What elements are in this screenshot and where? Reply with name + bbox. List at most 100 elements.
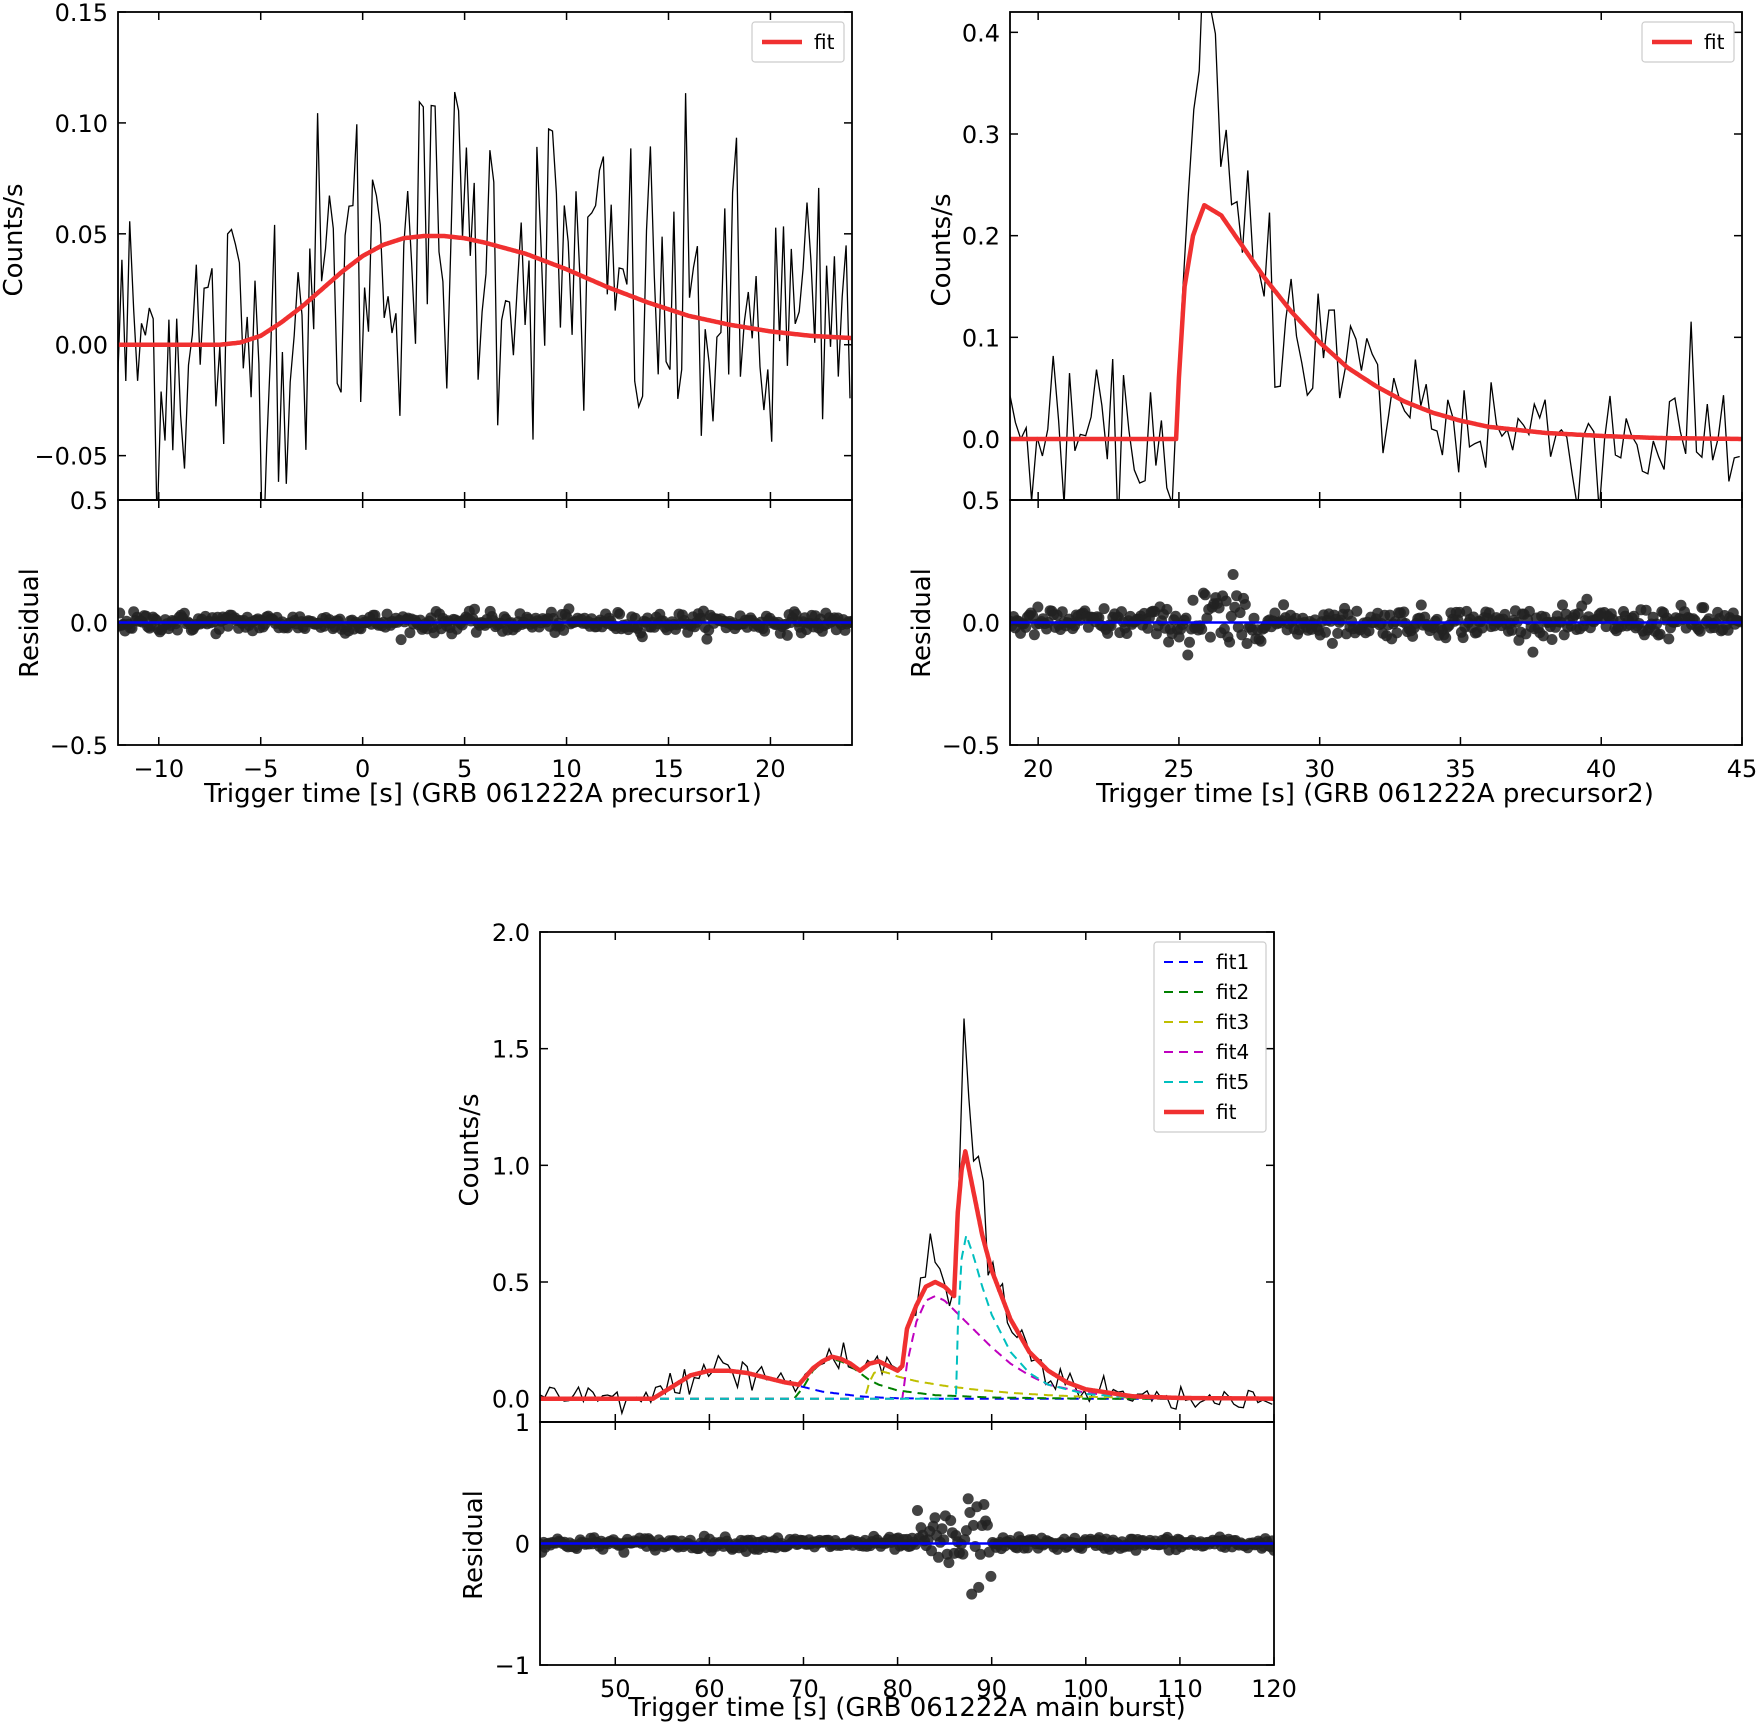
main_burst-residual-point xyxy=(929,1512,941,1524)
main_burst-bottom-xtick-label: 100 xyxy=(1063,1675,1109,1703)
precursor2-top-ytick-label: 0.1 xyxy=(962,324,1000,352)
main_burst-residual-point xyxy=(933,1551,944,1563)
main-burst-residual-axes: Residual −1 0 1 50 60 70 80 90 100 110 120 xyxy=(459,1409,1297,1703)
precursor2-residual-point xyxy=(1199,589,1211,601)
precursor1-top-ytick-label: 0.05 xyxy=(55,221,108,249)
main_burst-bottom-xtick-label: 120 xyxy=(1251,1675,1297,1703)
precursor1-bottom-xtick-label: 0 xyxy=(355,755,370,783)
precursor2-residual-point xyxy=(1506,624,1518,636)
precursor1-bottom-xtick-label: −5 xyxy=(243,755,278,783)
main_burst-top-ytick-label: 2.0 xyxy=(492,919,530,947)
precursor2-residual-point xyxy=(1407,630,1419,642)
precursor2-bottom-xtick-label: 35 xyxy=(1445,755,1476,783)
precursor1-top-ylabel: Counts/s xyxy=(0,183,29,296)
precursor2-residual-point xyxy=(1546,634,1558,645)
precursor2-residual-point xyxy=(1236,629,1248,641)
main_burst-bottom-ytick-label: 1 xyxy=(515,1409,530,1437)
precursor2-top-ytick-label: 0.4 xyxy=(962,19,1000,47)
main_burst-residual-point xyxy=(973,1581,985,1593)
main_burst-legend-label-fit: fit xyxy=(1216,1100,1237,1124)
precursor2-residual-point xyxy=(1098,603,1110,615)
precursor1-residual-point xyxy=(395,634,407,646)
precursor1-top-ytick-label: 0.00 xyxy=(55,332,108,360)
main_burst-residual-point xyxy=(936,1523,948,1535)
precursor1-bottom-ylabel: Residual xyxy=(15,568,45,678)
main_burst-top-ytick-label: 1.5 xyxy=(492,1036,530,1064)
precursor2-residual-point xyxy=(1694,625,1706,637)
precursor1-bottom-xtick-label: −10 xyxy=(133,755,184,783)
precursor2-residual-point xyxy=(1278,599,1290,611)
main_burst-legend-label-fit3: fit3 xyxy=(1216,1010,1249,1034)
precursor1-residual-axes: Residual −0.5 0.0 0.5 −10 −5 0 5 10 15 20 xyxy=(15,487,853,783)
precursor2-residual-point xyxy=(1204,631,1216,643)
main_burst-bottom-ytick-label: 0 xyxy=(515,1531,530,1559)
precursor2-top-ytick-label: 0.3 xyxy=(962,121,1000,149)
precursor2-top-ylabel: Counts/s xyxy=(927,193,957,306)
main_burst-bottom-xtick-label: 80 xyxy=(882,1675,913,1703)
precursor2-residual-point xyxy=(1224,636,1236,648)
main_burst-bottom-xtick-label: 70 xyxy=(788,1675,819,1703)
precursor1-bottom-xtick-label: 15 xyxy=(653,755,684,783)
precursor2-residual-point xyxy=(1027,610,1039,622)
precursor2-bottom-frame xyxy=(1009,499,1743,746)
precursor1-bottom-ytick-label: −0.5 xyxy=(50,732,108,760)
precursor2-residual-point xyxy=(1163,636,1175,648)
precursor2-residual-point xyxy=(1020,621,1032,633)
precursor2-residual-point xyxy=(1663,633,1675,645)
precursor2-residual-point xyxy=(1180,612,1192,624)
panel-precursor2: Counts/s 0.0 0.1 0.2 0.3 0.4 fit Residual −0.… xyxy=(907,11,1757,809)
precursor1-bottom-frame xyxy=(117,499,853,746)
main_burst-top-ytick-label: 0.5 xyxy=(492,1269,530,1297)
main_burst-residual-point xyxy=(926,1545,937,1557)
precursor2-residual-point xyxy=(1654,628,1666,640)
precursor2-residual-point xyxy=(1332,627,1344,639)
precursor2-residual-point xyxy=(1537,630,1549,642)
precursor2-residual-point xyxy=(1351,605,1363,617)
precursor1-residual-point xyxy=(614,608,626,620)
precursor2-residual-point xyxy=(1600,621,1612,633)
precursor2-residual-point xyxy=(1241,638,1253,649)
precursor1-bottom-ytick-label: 0.0 xyxy=(70,610,108,638)
precursor2-residual-point xyxy=(1557,599,1568,611)
main_burst-residual-point xyxy=(957,1548,969,1560)
precursor1-residual-point xyxy=(759,625,771,637)
precursor2-light-curve-axes: Counts/s 0.0 0.1 0.2 0.3 0.4 fit xyxy=(927,11,1743,501)
main_burst-residual-point xyxy=(966,1588,978,1600)
precursor2-residual-point xyxy=(1523,605,1535,617)
main_burst-bottom-xtick-label: 60 xyxy=(694,1675,725,1703)
main_burst-residual-point xyxy=(618,1546,630,1558)
main_burst-residual-point xyxy=(974,1548,986,1560)
precursor2-residual-point xyxy=(1320,626,1331,638)
main_burst-legend-label-fit4: fit4 xyxy=(1216,1040,1249,1064)
precursor2-residual-point xyxy=(1184,636,1195,648)
precursor2-residual-point xyxy=(1415,599,1427,611)
precursor1-light-curve-axes: Counts/s −0.05 0.00 0.05 0.10 0.15 fit xyxy=(0,0,853,501)
precursor2-residual-point xyxy=(1640,604,1652,616)
precursor2-residual-point xyxy=(1196,623,1208,635)
precursor2-residual-axes: Residual −0.5 0.0 0.5 20 25 30 35 40 45 xyxy=(907,487,1757,783)
precursor1-residual-point xyxy=(171,624,183,636)
main_burst-residual-point xyxy=(981,1519,993,1531)
main_burst-residual-point xyxy=(927,1520,939,1532)
precursor1-residual-point xyxy=(369,609,381,621)
precursor2-residual-point xyxy=(1476,622,1488,634)
main_burst-residual-point xyxy=(978,1499,990,1510)
precursor2-legend-label-fit: fit xyxy=(1704,30,1725,54)
main_burst-residual-point xyxy=(945,1515,957,1526)
precursor2-residual-point xyxy=(1225,610,1237,622)
precursor2-residual-point xyxy=(1161,603,1173,615)
main_burst-bottom-frame xyxy=(539,1421,1275,1666)
precursor2-residual-point xyxy=(1121,628,1133,639)
main_burst-legend xyxy=(1153,941,1267,1133)
precursor2-residual-point xyxy=(1213,602,1225,614)
panel-main-burst: Counts/s 0.00.51.01.52.0fit1fit2fit3fit4… xyxy=(455,919,1297,1723)
precursor1-residual-point xyxy=(701,633,713,645)
precursor2-residual-point xyxy=(1116,606,1127,618)
main_burst-top-ytick-label: 1.0 xyxy=(492,1152,530,1180)
precursor2-residual-point xyxy=(1363,625,1375,637)
precursor1-top-ytick-label: 0.15 xyxy=(55,0,108,27)
precursor2-residual-point xyxy=(1581,593,1593,605)
precursor2-residual-point xyxy=(1513,634,1525,646)
